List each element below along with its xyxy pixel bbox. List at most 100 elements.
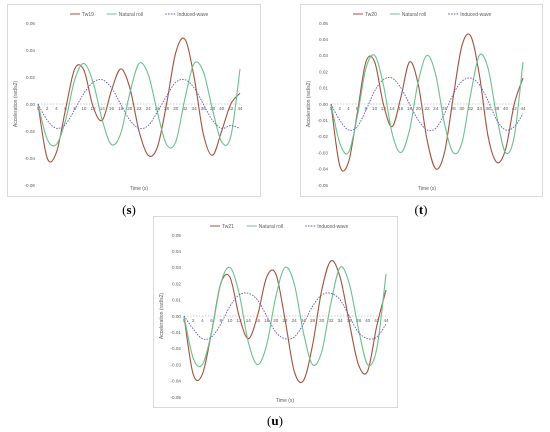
x-tick-label-u: 30 (319, 318, 325, 323)
y-tick-label-t: 0.02 (319, 69, 328, 74)
series-line-t-0 (330, 33, 524, 172)
y-tick-label-t: 0.03 (319, 53, 328, 58)
y-tick-label-s: -0.04 (25, 156, 36, 161)
x-tick-label-t: 22 (424, 106, 430, 111)
legend-label-s-2: Induced-wave (177, 12, 208, 18)
x-tick-label-t: 6 (356, 106, 359, 111)
y-tick-label-u: -0.02 (171, 346, 182, 351)
x-tick-label-u: 44 (383, 318, 389, 323)
x-tick-label-u: 18 (264, 318, 270, 323)
y-tick-label-t: 0.01 (319, 86, 328, 91)
x-tick-label-t: 2 (338, 106, 341, 111)
x-tick-label-t: 24 (433, 106, 439, 111)
y-tick-label-s: 0.06 (26, 21, 35, 26)
chart-panel-t: -0.05 -0.04 -0.03 -0.02 -0.01 0.00 0.01 0.02 0.0… (300, 4, 543, 197)
y-axis-title-t: Acceleration (rad/s2) (306, 81, 312, 127)
x-tick-label-s: 4 (55, 106, 58, 111)
series-line-s-2 (37, 78, 241, 130)
x-tick-label-s: 30 (173, 106, 179, 111)
x-tick-label-t: 40 (503, 106, 509, 111)
x-tick-label-s: 28 (164, 106, 170, 111)
y-tick-label-t: 0.05 (319, 21, 328, 26)
series-line-s-0 (37, 37, 241, 163)
y-tick-label-u: -0.01 (171, 330, 182, 335)
x-tick-label-t: 32 (468, 106, 474, 111)
y-tick-label-t: -0.05 (318, 183, 329, 188)
x-tick-label-u: 38 (356, 318, 362, 323)
x-tick-label-s: 22 (136, 106, 142, 111)
x-tick-label-t: 44 (520, 106, 526, 111)
x-tick-label-t: 16 (398, 106, 404, 111)
x-tick-label-u: 42 (374, 318, 380, 323)
x-tick-label-t: 12 (381, 106, 387, 111)
y-tick-label-t: -0.04 (318, 167, 329, 172)
x-tick-label-s: 16 (109, 106, 115, 111)
x-tick-label-s: 42 (228, 106, 234, 111)
y-tick-label-u: 0.02 (172, 281, 181, 286)
x-tick-label-u: 6 (210, 318, 213, 323)
legend-label-t-1: Natural roll (402, 12, 426, 18)
x-tick-label-u: 32 (328, 318, 334, 323)
y-tick-label-u: 0.04 (172, 249, 181, 254)
caption-t: (t) (414, 202, 428, 217)
x-tick-label-u: 8 (219, 318, 222, 323)
x-tick-label-u: 4 (201, 318, 204, 323)
x-tick-label-s: 44 (237, 106, 243, 111)
x-tick-label-t: 14 (390, 106, 396, 111)
y-tick-label-u: -0.05 (171, 395, 182, 400)
x-tick-label-u: 2 (192, 318, 195, 323)
legend-label-u-1: Natural roll (259, 224, 283, 230)
x-tick-label-t: 10 (372, 106, 378, 111)
x-tick-label-s: 20 (127, 106, 133, 111)
x-tick-label-t: 20 (416, 106, 422, 111)
y-tick-label-t: -0.01 (318, 118, 329, 123)
y-tick-label-s: 0.04 (26, 48, 35, 53)
y-tick-label-u: -0.04 (171, 379, 182, 384)
y-tick-label-t: 0.04 (319, 37, 328, 42)
y-axis-title-s: Acceleration (rad/s2) (13, 81, 19, 127)
x-tick-label-u: 10 (227, 318, 233, 323)
x-axis-title-u: Time (s) (276, 398, 294, 404)
x-tick-label-t: 38 (494, 106, 500, 111)
series-line-t-2 (330, 76, 524, 132)
x-tick-label-u: 24 (292, 318, 298, 323)
legend-label-t-0: Tw20 (365, 12, 377, 18)
x-tick-label-s: 10 (81, 106, 87, 111)
y-tick-label-u: 0.03 (172, 265, 181, 270)
legend-label-s-1: Natural roll (119, 12, 143, 18)
x-axis-title-t: Time (s) (418, 186, 436, 192)
x-tick-label-s: 34 (192, 106, 198, 111)
x-axis-title-s: Time (s) (130, 186, 148, 192)
y-axis-title-u: Acceleration (rad/s2) (159, 293, 165, 339)
chart-svg-u: -0.05 -0.04 -0.03 -0.02 -0.01 0.00 0.01 0.02 0.0… (159, 224, 389, 404)
x-tick-label-u: 12 (237, 318, 243, 323)
y-tick-label-t: -0.02 (318, 134, 329, 139)
x-tick-label-t: 26 (442, 106, 448, 111)
x-tick-label-u: 28 (310, 318, 316, 323)
x-tick-label-s: 32 (182, 106, 188, 111)
x-tick-label-u: 14 (246, 318, 252, 323)
x-tick-label-u: 20 (273, 318, 279, 323)
x-tick-label-t: 34 (477, 106, 483, 111)
x-tick-label-t: 28 (451, 106, 457, 111)
y-tick-label-s: 0.02 (26, 75, 35, 80)
x-tick-label-s: 2 (46, 106, 49, 111)
chart-panel-u: -0.05 -0.04 -0.03 -0.02 -0.01 0.00 0.01 0.02 0.0… (153, 216, 398, 408)
x-tick-label-t: 36 (486, 106, 492, 111)
legend-label-t-2: Induced-wave (460, 12, 491, 18)
y-tick-label-u: 0.00 (172, 314, 181, 319)
x-tick-label-u: 36 (347, 318, 353, 323)
x-tick-label-t: 18 (407, 106, 413, 111)
legend-label-s-0: Tw19 (82, 12, 94, 18)
x-tick-label-s: 24 (146, 106, 152, 111)
y-tick-label-t: -0.03 (318, 150, 329, 155)
x-tick-label-t: 8 (365, 106, 368, 111)
x-tick-label-s: 14 (100, 106, 106, 111)
y-tick-label-u: 0.01 (172, 298, 181, 303)
y-tick-label-s: -0.02 (25, 129, 36, 134)
x-tick-label-u: 40 (365, 318, 371, 323)
y-tick-label-t: 0.00 (319, 102, 328, 107)
chart-panel-s: -0.06 -0.04 -0.02 0.00 0.02 0.04 0.06 0 2 4 6 8 10 12… (7, 4, 261, 197)
chart-svg-s: -0.06-0.04-0.020.000.020.040.060 2 4 6 8 10 12… (13, 12, 243, 192)
x-tick-label-s: 26 (155, 106, 161, 111)
